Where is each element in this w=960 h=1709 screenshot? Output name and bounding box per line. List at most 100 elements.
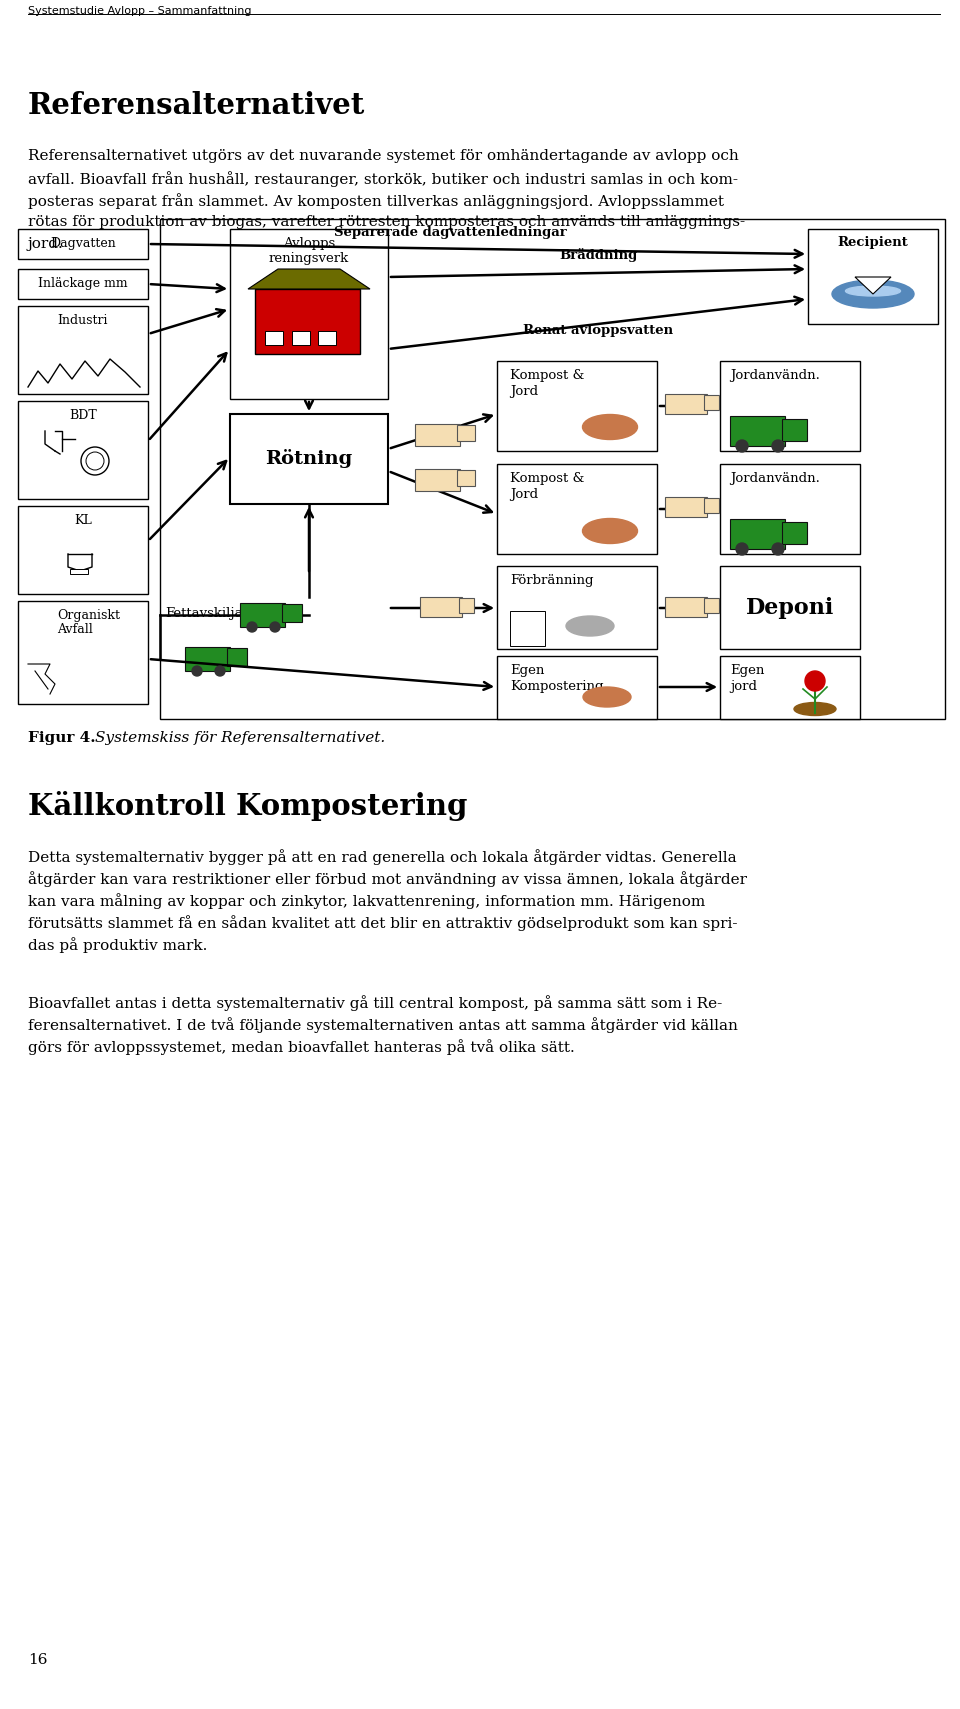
Circle shape bbox=[772, 543, 784, 555]
Text: Bräddning: Bräddning bbox=[559, 248, 637, 261]
Ellipse shape bbox=[566, 615, 614, 636]
Text: Organiskt: Organiskt bbox=[57, 608, 120, 622]
Polygon shape bbox=[855, 277, 891, 294]
Text: Detta systemalternativ bygger på att en rad generella och lokala åtgärder vidtas: Detta systemalternativ bygger på att en … bbox=[28, 849, 736, 865]
Bar bbox=[18, 402, 148, 499]
Ellipse shape bbox=[794, 702, 836, 716]
Circle shape bbox=[192, 667, 202, 677]
Bar bbox=[18, 229, 148, 260]
Text: das på produktiv mark.: das på produktiv mark. bbox=[28, 937, 207, 954]
Bar bbox=[720, 566, 860, 649]
Text: Rötning: Rötning bbox=[265, 449, 352, 468]
Bar bbox=[808, 229, 938, 325]
Text: posteras separat från slammet. Av komposten tillverkas anläggningsjord. Avloppss: posteras separat från slammet. Av kompos… bbox=[28, 193, 724, 208]
Text: Systemskiss för Referensalternativet.: Systemskiss för Referensalternativet. bbox=[95, 731, 385, 745]
Text: Referensalternativet: Referensalternativet bbox=[28, 91, 366, 120]
Text: åtgärder kan vara restriktioner eller förbud mot användning av vissa ämnen, loka: åtgärder kan vara restriktioner eller fö… bbox=[28, 872, 747, 887]
Text: Systemstudie Avlopp – Sammanfattning: Systemstudie Avlopp – Sammanfattning bbox=[28, 7, 252, 15]
Text: Fettavskiljare: Fettavskiljare bbox=[165, 607, 256, 620]
Bar bbox=[230, 414, 388, 504]
Circle shape bbox=[805, 672, 825, 690]
Bar bbox=[730, 415, 785, 446]
Text: Dagvatten: Dagvatten bbox=[50, 238, 116, 251]
Text: Jordanvändn.: Jordanvändn. bbox=[730, 472, 820, 485]
Bar bbox=[420, 596, 462, 617]
Bar bbox=[497, 465, 657, 554]
Bar bbox=[70, 569, 88, 574]
Text: Egen: Egen bbox=[730, 665, 764, 677]
Text: 16: 16 bbox=[28, 1653, 47, 1666]
Bar bbox=[457, 426, 475, 441]
Bar bbox=[18, 506, 148, 595]
Bar bbox=[730, 520, 785, 549]
Text: jord.: jord. bbox=[28, 238, 63, 251]
Bar bbox=[782, 419, 807, 441]
Bar bbox=[265, 332, 283, 345]
Bar bbox=[782, 521, 807, 543]
Bar bbox=[720, 656, 860, 719]
Text: Referensalternativet utgörs av det nuvarande systemet för omhändertagande av avl: Referensalternativet utgörs av det nuvar… bbox=[28, 149, 739, 162]
Text: jord: jord bbox=[730, 680, 757, 694]
Ellipse shape bbox=[583, 687, 631, 708]
Text: Egen: Egen bbox=[510, 665, 544, 677]
Bar bbox=[510, 612, 545, 646]
Text: Bioavfallet antas i detta systemalternativ gå till central kompost, på samma sät: Bioavfallet antas i detta systemalternat… bbox=[28, 995, 722, 1012]
Text: Jord: Jord bbox=[510, 385, 539, 398]
Text: Industri: Industri bbox=[58, 314, 108, 326]
Bar bbox=[292, 332, 310, 345]
Circle shape bbox=[736, 543, 748, 555]
Text: Recipient: Recipient bbox=[838, 236, 908, 250]
Bar bbox=[720, 465, 860, 554]
Text: Deponi: Deponi bbox=[746, 596, 834, 619]
Bar bbox=[704, 497, 719, 513]
Text: avfall. Bioavfall från hushåll, restauranger, storkök, butiker och industri saml: avfall. Bioavfall från hushåll, restaura… bbox=[28, 171, 738, 186]
Polygon shape bbox=[248, 268, 370, 289]
Bar bbox=[459, 598, 474, 614]
Circle shape bbox=[736, 439, 748, 451]
Text: Kompost &: Kompost & bbox=[510, 472, 585, 485]
Text: KL: KL bbox=[74, 514, 92, 526]
Bar bbox=[720, 361, 860, 451]
Text: Figur 4.: Figur 4. bbox=[28, 731, 96, 745]
Text: Förbränning: Förbränning bbox=[510, 574, 593, 586]
Circle shape bbox=[247, 622, 257, 632]
Text: Källkontroll Kompostering: Källkontroll Kompostering bbox=[28, 791, 468, 820]
Circle shape bbox=[270, 622, 280, 632]
Bar bbox=[497, 566, 657, 649]
Bar bbox=[18, 602, 148, 704]
Bar bbox=[665, 497, 707, 518]
Text: rötas för produktion av biogas, varefter rötresten komposteras och används till : rötas för produktion av biogas, varefter… bbox=[28, 215, 745, 229]
Bar bbox=[704, 598, 719, 614]
Text: förutsätts slammet få en sådan kvalitet att det blir en attraktiv gödselprodukt : förutsätts slammet få en sådan kvalitet … bbox=[28, 914, 737, 931]
Ellipse shape bbox=[846, 285, 900, 296]
Ellipse shape bbox=[832, 280, 914, 308]
Bar bbox=[457, 470, 475, 485]
Bar bbox=[255, 289, 360, 354]
Bar bbox=[240, 603, 285, 627]
Bar bbox=[665, 395, 707, 414]
Ellipse shape bbox=[583, 415, 637, 439]
Text: Inläckage mm: Inläckage mm bbox=[38, 277, 128, 291]
Bar bbox=[704, 395, 719, 410]
Bar bbox=[227, 648, 247, 667]
Bar bbox=[185, 648, 230, 672]
Text: Kompostering: Kompostering bbox=[510, 680, 604, 694]
Bar bbox=[497, 361, 657, 451]
Text: BDT: BDT bbox=[69, 408, 97, 422]
Bar bbox=[282, 603, 302, 622]
Bar bbox=[18, 268, 148, 299]
Bar bbox=[230, 229, 388, 398]
Text: Renat avloppsvatten: Renat avloppsvatten bbox=[523, 325, 673, 337]
Circle shape bbox=[215, 667, 225, 677]
Bar bbox=[497, 656, 657, 719]
Text: Jord: Jord bbox=[510, 489, 539, 501]
Text: Separerade dagvattenledningar: Separerade dagvattenledningar bbox=[334, 226, 566, 239]
Text: Jordanvändn.: Jordanvändn. bbox=[730, 369, 820, 383]
Ellipse shape bbox=[583, 518, 637, 543]
Text: kan vara målning av koppar och zinkytor, lakvattenrening, information mm. Härige: kan vara målning av koppar och zinkytor,… bbox=[28, 894, 706, 909]
Bar bbox=[318, 332, 336, 345]
Text: ferensalternativet. I de två följande systemalternativen antas att samma åtgärde: ferensalternativet. I de två följande sy… bbox=[28, 1017, 738, 1032]
Bar bbox=[415, 424, 460, 446]
Bar bbox=[665, 596, 707, 617]
Bar bbox=[160, 219, 945, 719]
